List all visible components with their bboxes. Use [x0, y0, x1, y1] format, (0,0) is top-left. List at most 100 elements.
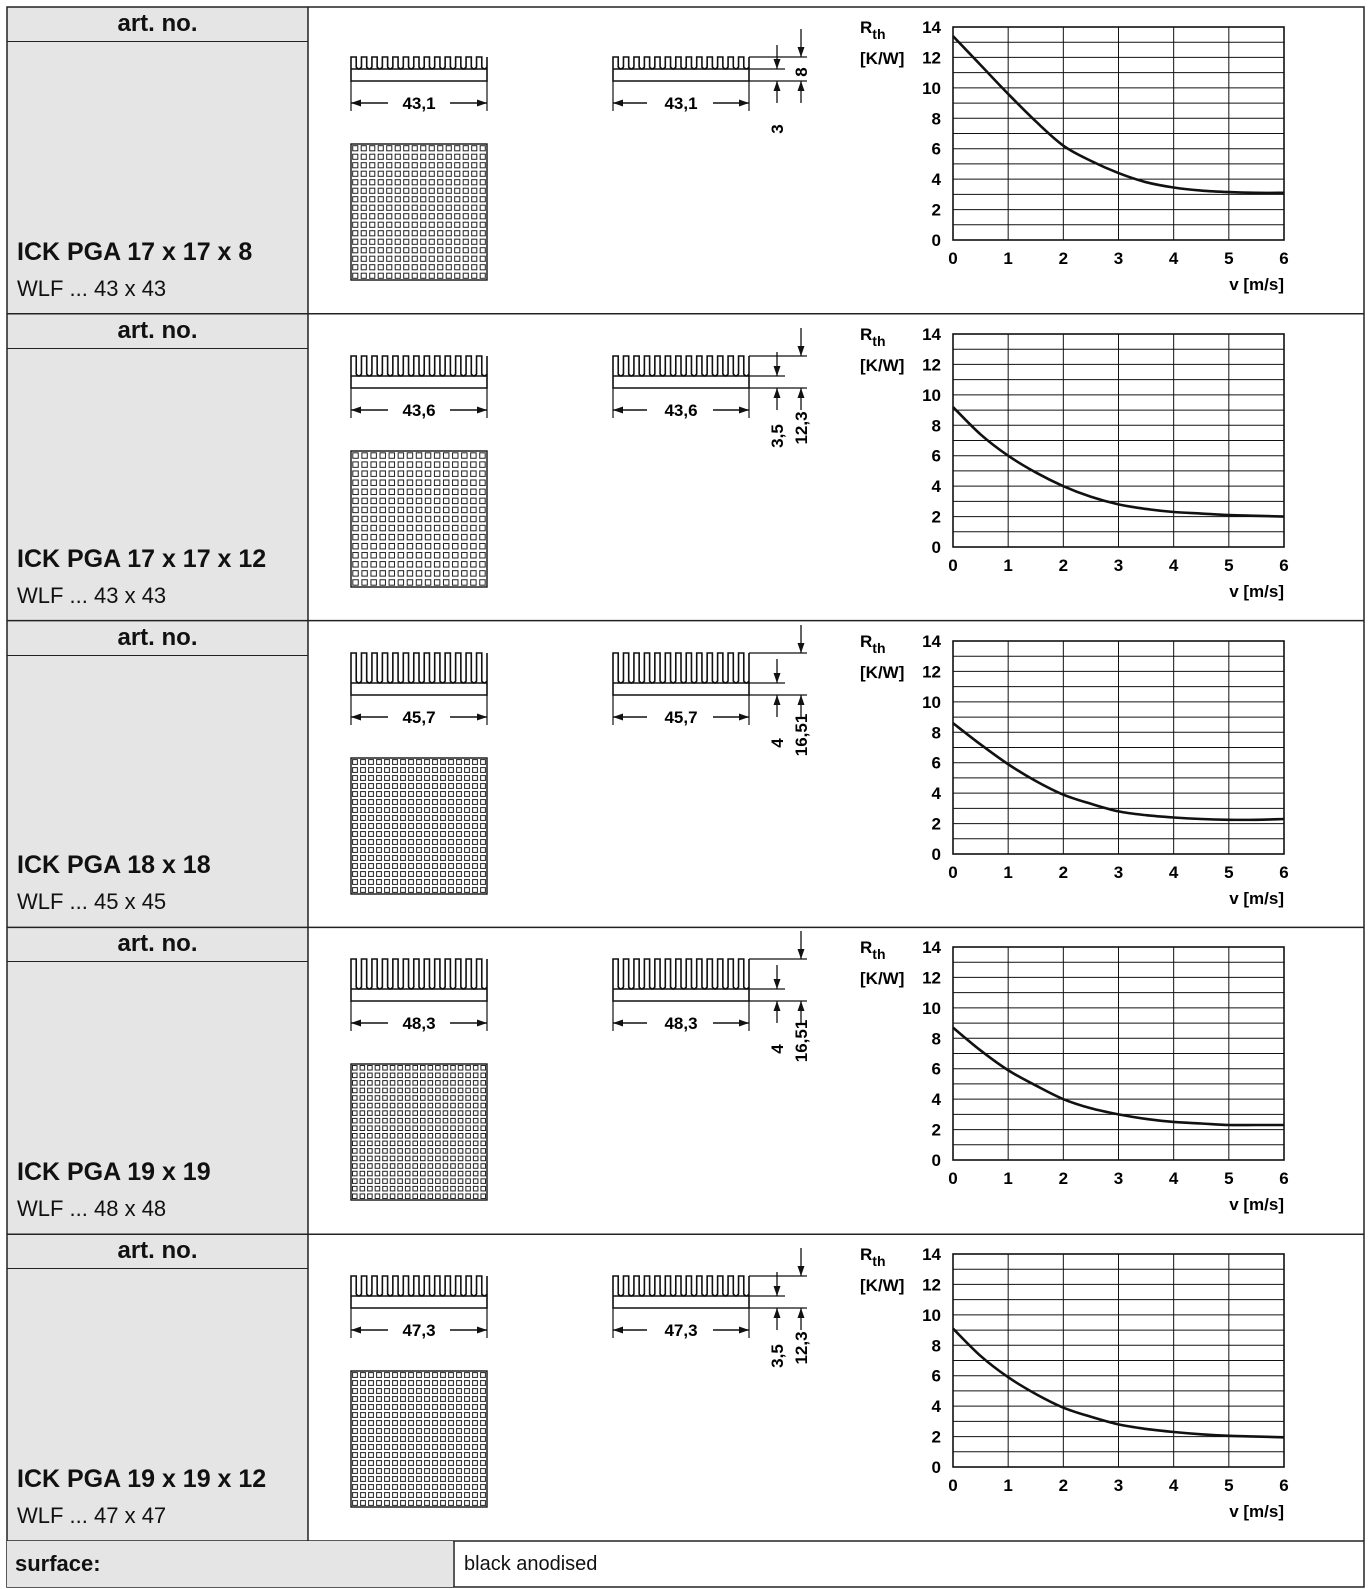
y-axis-unit: [K/W] — [860, 1276, 904, 1295]
y-tick-label: 6 — [932, 1367, 941, 1386]
arrow-head — [351, 406, 361, 414]
art-no-header: art. no. — [7, 314, 308, 349]
arrow-head — [797, 642, 805, 653]
side-view-front: 48,3 — [350, 958, 488, 1033]
x-tick-label: 1 — [1003, 863, 1012, 882]
drawing-cell: 47,3 47,3 3,5 12,3 0 2 4 6 8 10 12 14 0 1 2 3 4 5 6 v [m/s]… — [308, 1234, 1365, 1541]
y-tick-label: 12 — [922, 969, 941, 988]
y-axis-label: Rth — [860, 632, 886, 656]
base-dimension: 3,5 — [768, 1344, 787, 1368]
width-dimension: 47,3 — [664, 1321, 697, 1340]
fin-profile — [350, 354, 488, 389]
x-tick-label: 6 — [1279, 1169, 1288, 1188]
arrow-head — [477, 713, 487, 721]
y-tick-label: 6 — [932, 753, 941, 772]
arrow-head — [739, 713, 749, 721]
product-info-cell: art. no. ICK PGA 19 x 19 WLF ... 48 x 48 — [7, 927, 308, 1235]
y-axis-label: Rth — [860, 1245, 886, 1269]
y-tick-label: 12 — [922, 1276, 941, 1295]
grid-outline — [350, 1063, 488, 1202]
product-name: ICK PGA 17 x 17 x 8 — [17, 237, 253, 266]
x-tick-label: 5 — [1224, 556, 1233, 575]
total-height-dimension: 16,51 — [792, 713, 811, 756]
x-tick-label: 6 — [1279, 249, 1288, 268]
total-height-dimension: 12,3 — [792, 1332, 811, 1365]
fin-profile — [612, 651, 750, 696]
y-tick-label: 12 — [922, 355, 941, 374]
y-tick-label: 10 — [922, 1306, 941, 1325]
product-size: WLF ... 45 x 45 — [17, 889, 167, 915]
y-tick-label: 4 — [932, 170, 942, 189]
product-size: WLF ... 43 x 43 — [17, 275, 167, 301]
art-no-header: art. no. — [7, 7, 308, 42]
base-dimension: 4 — [768, 737, 787, 747]
y-axis-label: Rth — [860, 938, 886, 962]
drawing-cell: 43,1 43,1 3 8 0 2 4 6 8 10 12 14 0 1 2 3 4 5 6 v [m/s] Rth [K… — [308, 7, 1365, 314]
y-tick-label: 0 — [932, 845, 941, 864]
top-view-pin-grid — [350, 143, 488, 281]
top-view-pin-grid — [350, 1370, 488, 1508]
fin-height-dimension: 8 — [792, 67, 811, 76]
y-axis-label: Rth — [860, 18, 886, 42]
x-tick-label: 3 — [1114, 1169, 1123, 1188]
y-tick-label: 6 — [932, 1060, 941, 1079]
y-axis-symbol: R — [860, 18, 872, 37]
arrow-head — [797, 1266, 805, 1277]
fin-profile — [612, 958, 750, 1003]
x-tick-label: 4 — [1169, 863, 1179, 882]
arrow-head — [773, 1308, 781, 1319]
product-row: art. no. ICK PGA 19 x 19 WLF ... 48 x 48 48… — [0, 927, 1370, 1235]
y-axis-symbol: R — [860, 1245, 872, 1264]
arrow-head — [477, 1326, 487, 1334]
x-tick-label: 4 — [1169, 1169, 1179, 1188]
arrow-head — [773, 387, 781, 398]
x-tick-label: 1 — [1003, 1169, 1012, 1188]
width-dimension: 48,3 — [402, 1014, 435, 1033]
x-tick-label: 5 — [1224, 249, 1233, 268]
y-tick-label: 10 — [922, 79, 941, 98]
y-tick-label: 0 — [932, 1151, 941, 1170]
arrow-head — [773, 1001, 781, 1012]
x-tick-label: 5 — [1224, 863, 1233, 882]
x-tick-label: 3 — [1114, 556, 1123, 575]
y-tick-label: 14 — [922, 1245, 941, 1264]
y-axis-subscript: th — [872, 26, 885, 42]
x-tick-label: 0 — [948, 1476, 957, 1495]
x-axis-label: v [m/s] — [1229, 1502, 1284, 1521]
width-dimension: 43,6 — [402, 401, 435, 420]
arrow-head — [773, 59, 781, 69]
side-view-front: 43,1 — [350, 56, 488, 113]
side-view-dimensioned: 48,3 4 16,51 — [612, 931, 811, 1063]
y-tick-label: 8 — [932, 1336, 941, 1355]
y-axis-unit: [K/W] — [860, 969, 904, 988]
x-tick-label: 3 — [1114, 249, 1123, 268]
grid-outline — [350, 143, 488, 281]
side-view-dimensioned: 43,6 3,5 12,3 — [612, 327, 811, 448]
side-view-front: 45,7 — [350, 651, 488, 727]
arrow-head — [477, 99, 487, 107]
y-axis-unit: [K/W] — [860, 49, 904, 68]
product-size: WLF ... 47 x 47 — [17, 1502, 167, 1528]
width-dimension: 43,6 — [664, 401, 697, 420]
y-tick-label: 2 — [932, 1121, 941, 1140]
y-tick-label: 8 — [932, 109, 941, 128]
x-axis-label: v [m/s] — [1229, 889, 1284, 908]
grid-outline — [350, 1370, 488, 1508]
top-view-pin-grid — [350, 756, 488, 895]
x-tick-label: 0 — [948, 1169, 957, 1188]
y-tick-label: 8 — [932, 416, 941, 435]
y-axis-label: Rth — [860, 325, 886, 349]
y-tick-label: 12 — [922, 662, 941, 681]
x-tick-label: 2 — [1059, 863, 1068, 882]
arrow-head — [477, 406, 487, 414]
arrow-head — [739, 1019, 749, 1027]
x-tick-label: 1 — [1003, 249, 1012, 268]
arrow-head — [797, 387, 805, 398]
y-tick-label: 14 — [922, 938, 941, 957]
arrow-head — [773, 81, 781, 91]
